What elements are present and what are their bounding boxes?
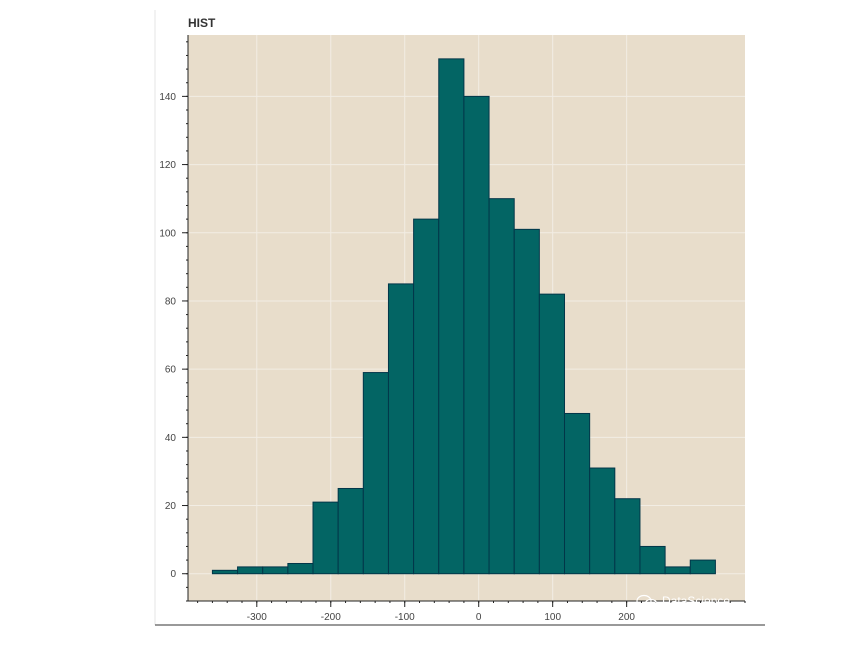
histogram-bar: [337, 487, 364, 575]
histogram-bar: [513, 228, 540, 575]
histogram-bar: [664, 566, 691, 575]
histogram-bar: [589, 467, 616, 575]
histogram-bar: [413, 218, 440, 575]
histogram-bars: [211, 58, 716, 575]
chart-title: HIST: [188, 16, 216, 30]
watermark-line-2: DataScience: [690, 606, 787, 625]
x-tick-label: 0: [476, 612, 482, 623]
x-tick-label: 200: [618, 612, 635, 623]
y-tick-label: 20: [165, 501, 177, 512]
histogram-bar: [362, 372, 389, 575]
x-tick-label: 100: [544, 612, 561, 623]
x-tick-label: -300: [247, 612, 267, 623]
wechat-logo-icon: [636, 594, 658, 610]
histogram-bar: [262, 566, 289, 575]
histogram-bar: [564, 412, 591, 575]
histogram-bar: [237, 566, 264, 575]
y-tick-label: 60: [165, 365, 177, 376]
histogram-bar: [312, 501, 339, 575]
y-tick-label: 80: [165, 296, 177, 307]
histogram-bar: [538, 293, 566, 575]
y-tick-label: 0: [170, 569, 176, 580]
histogram-bar: [488, 198, 515, 575]
histogram-bar: [387, 283, 415, 575]
y-tick-label: 140: [159, 92, 176, 103]
watermark-line-1: DataScience: [662, 594, 731, 608]
y-tick-label: 100: [159, 228, 176, 239]
watermark: DataScience DataScience: [632, 592, 832, 632]
histogram-bar: [438, 58, 465, 575]
histogram-bar: [287, 562, 314, 575]
x-tick-label: -200: [321, 612, 341, 623]
histogram-bar: [614, 498, 641, 575]
histogram-bar: [639, 545, 666, 575]
y-tick-label: 120: [159, 160, 176, 171]
x-tick-label: -100: [395, 612, 415, 623]
y-tick-label: 40: [165, 433, 177, 444]
histogram-bar: [211, 569, 239, 575]
histogram-bar: [463, 95, 490, 575]
axes: 0 20 40 60 80 100 120 140 -300 -200 -100 0 100 200: [154, 10, 765, 626]
histogram-bar: [689, 559, 716, 575]
